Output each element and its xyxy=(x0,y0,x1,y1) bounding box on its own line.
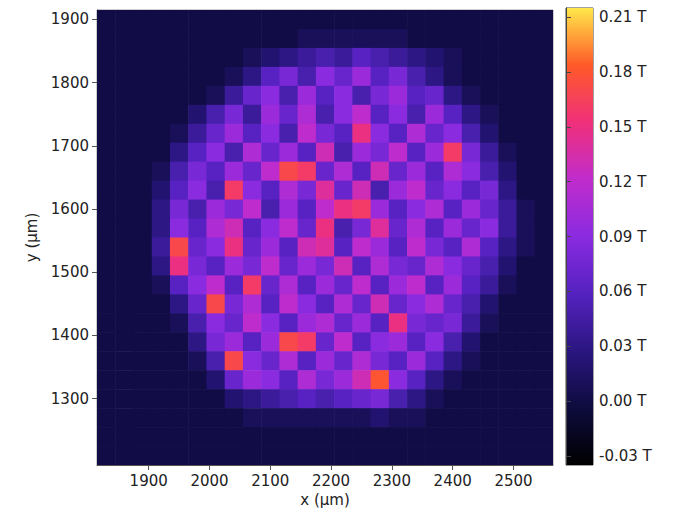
svg-text:2200: 2200 xyxy=(312,472,350,490)
svg-text:0.00 T: 0.00 T xyxy=(599,392,647,410)
svg-text:2400: 2400 xyxy=(434,472,472,490)
svg-text:1300: 1300 xyxy=(51,390,89,408)
svg-text:2100: 2100 xyxy=(251,472,289,490)
svg-text:y (μm): y (μm) xyxy=(23,213,41,263)
svg-text:-0.03 T: -0.03 T xyxy=(599,447,653,465)
svg-text:2500: 2500 xyxy=(494,472,532,490)
svg-text:0.15 T: 0.15 T xyxy=(599,118,647,136)
svg-text:1500: 1500 xyxy=(51,263,89,281)
svg-text:1400: 1400 xyxy=(51,326,89,344)
svg-text:0.06 T: 0.06 T xyxy=(599,282,647,300)
svg-text:1700: 1700 xyxy=(51,137,89,155)
svg-text:2300: 2300 xyxy=(373,472,411,490)
svg-text:0.21 T: 0.21 T xyxy=(599,8,647,26)
svg-text:0.09 T: 0.09 T xyxy=(599,228,647,246)
svg-text:1900: 1900 xyxy=(51,10,89,28)
svg-text:0.12 T: 0.12 T xyxy=(599,173,647,191)
svg-text:0.18 T: 0.18 T xyxy=(599,63,647,81)
svg-text:1800: 1800 xyxy=(51,74,89,92)
svg-text:0.03 T: 0.03 T xyxy=(599,337,647,355)
svg-text:1900: 1900 xyxy=(130,472,168,490)
svg-text:2000: 2000 xyxy=(190,472,228,490)
svg-text:1600: 1600 xyxy=(51,200,89,218)
svg-text:x (μm): x (μm) xyxy=(300,491,350,509)
